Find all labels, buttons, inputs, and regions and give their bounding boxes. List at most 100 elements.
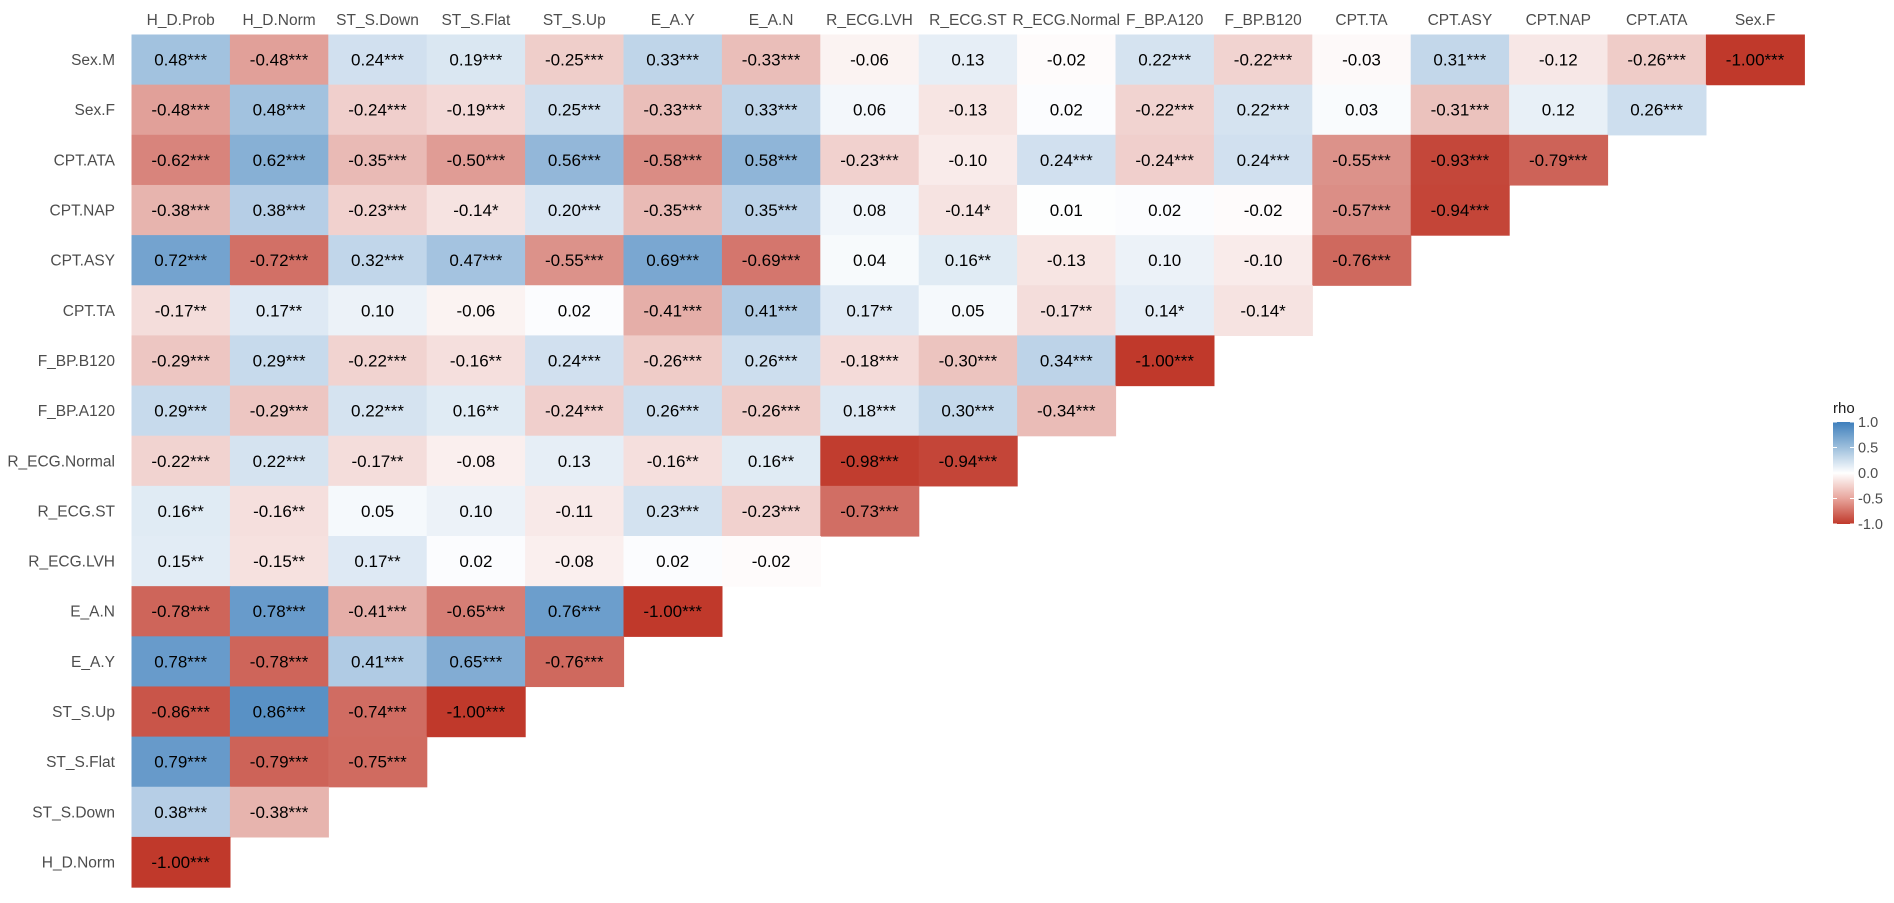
heatmap-cell <box>1017 134 1117 186</box>
heatmap-cell <box>131 385 231 437</box>
cell-value-label: -0.76*** <box>1332 251 1391 270</box>
cell-value-label: -0.10 <box>949 151 988 170</box>
heatmap-cell <box>426 134 526 186</box>
cell-value-label: 0.02 <box>459 552 492 571</box>
heatmap-cell <box>525 636 625 688</box>
cell-value-label: -0.16** <box>647 452 699 471</box>
cell-value-label: -0.17** <box>1040 301 1092 320</box>
column-label-e-a-n: E_A.N <box>749 12 794 29</box>
cell-value-label: -0.38*** <box>151 201 210 220</box>
column-label-st-s-down: ST_S.Down <box>336 12 419 29</box>
heatmap-cell <box>1509 134 1609 186</box>
cell-value-label: -0.38*** <box>250 803 309 822</box>
cell-value-label: 0.41*** <box>745 301 798 320</box>
heatmap-cell <box>1312 34 1412 86</box>
heatmap-cell <box>1017 385 1117 437</box>
cell-value-label: 0.29*** <box>154 402 207 421</box>
cell-value-label: -0.29*** <box>151 351 210 370</box>
cell-value-label: -0.48*** <box>250 51 309 70</box>
column-label-cpt-nap: CPT.NAP <box>1526 12 1591 29</box>
column-label-sex-f: Sex.F <box>1735 12 1775 29</box>
heatmap-cell <box>820 485 920 537</box>
column-labels: H_D.Prob H_D.Norm ST_S.Down ST_S.Flat ST_S.U… <box>147 12 1776 29</box>
cell-value-label: -0.03 <box>1342 51 1381 70</box>
cell-value-label: 0.56*** <box>548 151 601 170</box>
cell-value-label: -0.24*** <box>1135 151 1194 170</box>
cell-value-label: -0.17** <box>155 301 207 320</box>
color-legend: rho 1.0 0.5 0.0 -0.5 -1.0 <box>1833 400 1883 533</box>
heatmap-cell <box>131 285 231 336</box>
heatmap-cell <box>623 335 723 387</box>
heatmap-cell <box>426 686 526 738</box>
heatmap-cell <box>426 485 526 537</box>
row-label-r-ecg-normal: R_ECG.Normal <box>7 453 115 470</box>
heatmap-cell <box>328 385 428 437</box>
cell-value-label: 0.18*** <box>843 402 896 421</box>
column-label-cpt-ta: CPT.TA <box>1335 12 1388 29</box>
cell-value-label: 0.76*** <box>548 602 601 621</box>
cell-value-label: -0.23*** <box>840 151 899 170</box>
cell-value-label: 0.35*** <box>745 201 798 220</box>
cell-value-label: 0.10 <box>459 502 492 521</box>
heatmap-cell <box>1410 34 1510 86</box>
cell-value-label: 0.12 <box>1542 101 1575 120</box>
row-label-cpt-nap: CPT.NAP <box>50 203 115 220</box>
heatmap-cell <box>229 385 329 437</box>
heatmap-cell <box>1213 184 1313 236</box>
heatmap-cell <box>525 435 625 487</box>
heatmap-cell <box>1115 335 1215 387</box>
heatmap-cell <box>328 84 428 136</box>
cell-value-label: -1.00*** <box>151 853 210 872</box>
cell-value-label: 0.38*** <box>253 201 306 220</box>
cell-value-label: -1.00*** <box>643 602 702 621</box>
heatmap-cell <box>131 686 231 738</box>
cell-value-label: 0.58*** <box>745 151 798 170</box>
cell-value-label: -0.08 <box>457 452 496 471</box>
heatmap-cell <box>1115 285 1215 336</box>
heatmap-cell <box>1213 84 1313 136</box>
heatmap-cell <box>721 335 821 387</box>
row-label-cpt-asy: CPT.ASY <box>50 253 115 270</box>
cell-value-label: -1.00*** <box>1726 51 1785 70</box>
row-label-sex-m: Sex.M <box>71 52 115 69</box>
cell-value-label: 0.26*** <box>1630 101 1683 120</box>
heatmap-cell <box>426 335 526 387</box>
heatmap-cell <box>721 435 821 487</box>
cell-value-label: -0.98*** <box>840 452 899 471</box>
heatmap-cell <box>721 134 821 186</box>
heatmap-cell <box>426 586 526 637</box>
cell-value-label: 0.02 <box>1148 201 1181 220</box>
cell-value-label: -0.13 <box>949 101 988 120</box>
cell-value-label: 0.19*** <box>449 51 502 70</box>
heatmap-cell <box>328 285 428 336</box>
cell-value-label: -0.33*** <box>742 51 801 70</box>
cell-value-label: -0.50*** <box>447 151 506 170</box>
heatmap-cell <box>623 536 723 587</box>
cell-value-label: -0.94*** <box>1431 201 1490 220</box>
cell-value-label: 0.31*** <box>1433 51 1486 70</box>
cell-value-label: -0.73*** <box>840 502 899 521</box>
column-label-st-s-flat: ST_S.Flat <box>441 12 511 29</box>
column-label-f-bp-b120: F_BP.B120 <box>1224 12 1302 29</box>
heatmap-cell <box>229 285 329 336</box>
cell-value-label: 0.08 <box>853 201 886 220</box>
cell-value-label: -0.23*** <box>348 201 407 220</box>
cell-value-label: 0.17** <box>354 552 401 571</box>
cell-value-label: -0.48*** <box>151 101 210 120</box>
heatmap-cell <box>721 285 821 336</box>
cell-value-label: 0.16** <box>158 502 205 521</box>
heatmap-cell <box>820 235 920 286</box>
cell-value-label: -0.94*** <box>939 452 998 471</box>
heatmap-cell <box>426 285 526 336</box>
cell-value-label: 0.47*** <box>449 251 502 270</box>
heatmap-cell <box>1017 285 1117 336</box>
cell-value-label: -0.16** <box>450 351 502 370</box>
heatmap-cell <box>328 235 428 286</box>
row-label-f-bp-b120: F_BP.B120 <box>38 353 116 370</box>
cell-value-label: 0.48*** <box>253 101 306 120</box>
heatmap-cell <box>426 184 526 236</box>
heatmap-cell <box>820 335 920 387</box>
heatmap-cell <box>131 786 231 838</box>
row-label-st-s-flat: ST_S.Flat <box>46 754 116 771</box>
